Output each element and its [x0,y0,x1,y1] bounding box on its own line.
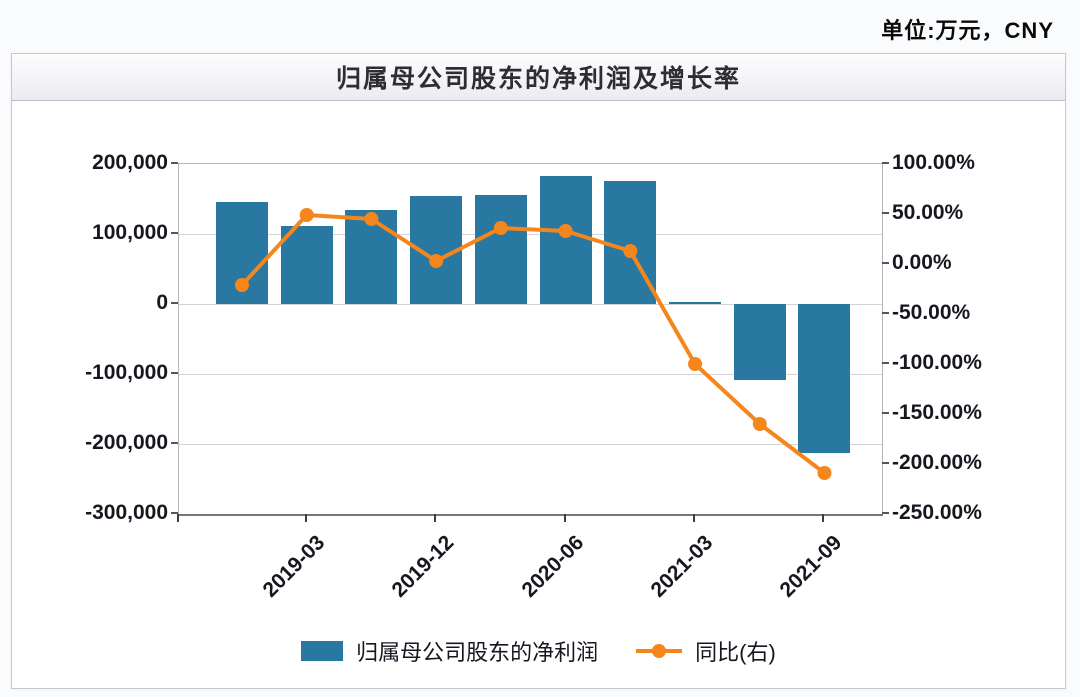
plot-area [178,163,883,516]
bar-net-profit [669,301,722,304]
units-label: 单位:万元，CNY [881,18,1054,43]
y-axis-right-tick [882,362,889,364]
yoy-line-series [235,208,832,480]
bar-net-profit [280,225,333,304]
x-axis-label: 2020-06 [517,531,588,602]
yoy-data-point [558,224,573,238]
x-axis-line [178,514,883,516]
yoy-data-point [623,244,638,258]
y-axis-right-tick [882,162,889,164]
x-axis-tick [177,514,179,522]
y-axis-right-label: 50.00% [892,201,964,224]
x-axis-tick [563,514,566,522]
y-axis-right-tick [882,462,889,464]
y-axis-right-tick [882,412,889,414]
y-axis-left-tick [171,442,178,444]
chart-title-bar: 归属母公司股东的净利润及增长率 [12,54,1065,101]
y-axis-left-tick [171,232,178,234]
y-axis-right-label: 0.00% [892,251,952,274]
yoy-data-point [688,357,703,371]
yoy-data-point [235,278,249,292]
bar-net-profit [474,194,527,304]
chart-panel: 归属母公司股东的净利润及增长率 归属母公司股东的净利润 同比(右) 200,000… [11,53,1066,689]
y-axis-right-label: -150.00% [892,401,982,424]
yoy-data-point [817,466,832,480]
gridline [179,304,882,305]
y-axis-right-label: 100.00% [892,151,975,174]
yoy-line [240,213,826,475]
gridline [179,374,882,375]
y-axis-right-tick [882,212,889,214]
y-axis-left-label: -300,000 [85,501,168,524]
legend: 归属母公司股东的净利润 同比(右) [12,635,1065,667]
y-axis-left-tick [171,162,178,164]
legend-line-dot-icon [652,644,667,658]
x-axis-label: 2021-03 [646,531,718,602]
y-axis-left-tick [171,302,178,304]
legend-bar-swatch [301,641,344,661]
bar-net-profit [733,304,786,380]
x-axis-label: 2019-12 [387,531,459,602]
x-axis-label: 2021-09 [775,531,847,602]
x-axis-tick [304,514,307,522]
yoy-data-point [752,417,767,431]
chart-title: 归属母公司股东的净利润及增长率 [335,65,741,93]
legend-label: 归属母公司股东的净利润 [356,640,599,665]
gridline [179,444,882,445]
x-axis-tick [822,514,825,522]
y-axis-left-label: 200,000 [92,151,168,174]
y-axis-right-tick [882,262,889,264]
y-axis-right-label: -250.00% [892,501,982,524]
yoy-data-point [364,212,379,226]
y-axis-right-label: -100.00% [892,351,982,374]
y-axis-left-tick [171,372,178,374]
legend-line-marker [636,644,683,658]
y-axis-left-label: 100,000 [92,221,168,244]
gridline [179,234,882,235]
legend-item[interactable]: 同比(右) [636,635,776,667]
yoy-data-point [493,221,508,235]
y-axis-left-tick [171,512,178,514]
yoy-data-point [429,254,444,268]
y-axis-right-label: -50.00% [892,301,971,324]
x-axis-label: 2019-03 [258,531,329,602]
x-axis-tick [434,514,437,522]
y-axis-left-label: 0 [156,291,168,314]
bar-net-profit [798,304,851,454]
yoy-data-point [299,208,314,222]
y-axis-left-label: -100,000 [85,361,168,384]
y-axis-right-label: -200.00% [892,451,982,474]
x-axis-tick [693,514,696,522]
legend-item[interactable]: 归属母公司股东的净利润 [301,635,598,667]
legend-label: 同比(右) [695,640,776,665]
y-axis-right-tick [882,512,889,514]
y-axis-right-tick [882,312,889,314]
bar-net-profit [539,175,592,304]
y-axis-left-label: -200,000 [85,431,168,454]
